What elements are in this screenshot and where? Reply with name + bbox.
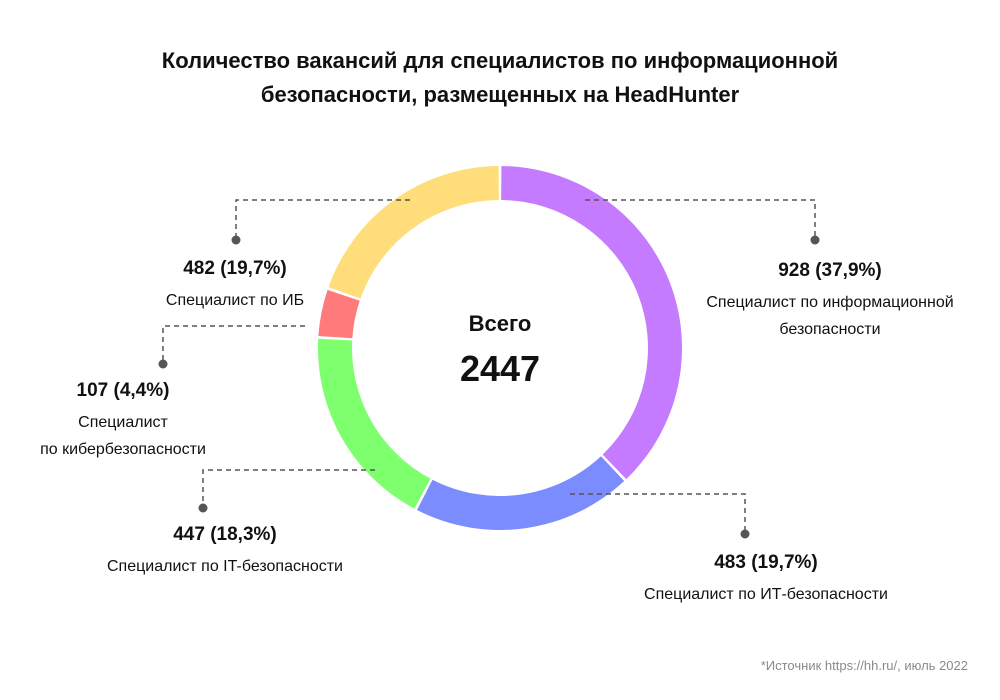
donut-slice-ib-info: [501, 166, 682, 480]
category-label-ib-line-1: Специалист по ИБ: [166, 292, 304, 309]
chart-title-line-1: Количество вакансий для специалистов по …: [161, 48, 839, 73]
leader-dot-ib-info: [810, 235, 820, 245]
category-label-cyber-line-1: Специалист: [78, 414, 168, 431]
value-label-it-cyr: 483 (19,7%): [714, 552, 818, 573]
leader-line-ib: [235, 199, 410, 240]
value-label-cyber: 107 (4,4%): [77, 380, 170, 401]
leader-dot-cyber: [158, 359, 168, 369]
leader-line-cyber: [162, 325, 305, 364]
value-label-ib-info: 928 (37,9%): [778, 260, 882, 281]
leader-dot-it-lat: [198, 503, 208, 513]
source-note: *Источник https://hh.ru/, июль 2022: [760, 658, 968, 673]
category-label-it-cyr-line-1: Специалист по ИТ-безопасности: [644, 586, 888, 603]
value-label-it-lat: 447 (18,3%): [173, 524, 277, 545]
leader-line-ib-info: [585, 199, 816, 240]
donut-slice-ib: [328, 166, 499, 299]
center-total-label: Всего: [469, 311, 532, 336]
donut-slice-it-cyr: [416, 456, 625, 530]
category-label-it-lat-line-1: Специалист по IT-безопасности: [107, 558, 343, 575]
chart-title: Количество вакансий для специалистов по …: [60, 44, 940, 112]
category-label-ib-info-line-1: Специалист по информационной: [706, 294, 953, 311]
category-label-ib-info-line-2: безопасности: [779, 321, 880, 338]
leader-line-it-lat: [202, 469, 375, 508]
category-label-cyber-line-2: по кибербезопасности: [40, 441, 206, 458]
center-total-value: 2447: [460, 348, 540, 389]
chart-title-line-2: безопасности, размещенных на HeadHunter: [260, 82, 740, 107]
leader-dot-it-cyr: [740, 529, 750, 539]
leader-line-it-cyr: [570, 493, 746, 534]
value-label-ib: 482 (19,7%): [183, 258, 287, 279]
leader-dot-ib: [231, 235, 241, 245]
donut-slice-it-lat: [318, 338, 431, 509]
donut-slice-cyber: [318, 289, 360, 339]
